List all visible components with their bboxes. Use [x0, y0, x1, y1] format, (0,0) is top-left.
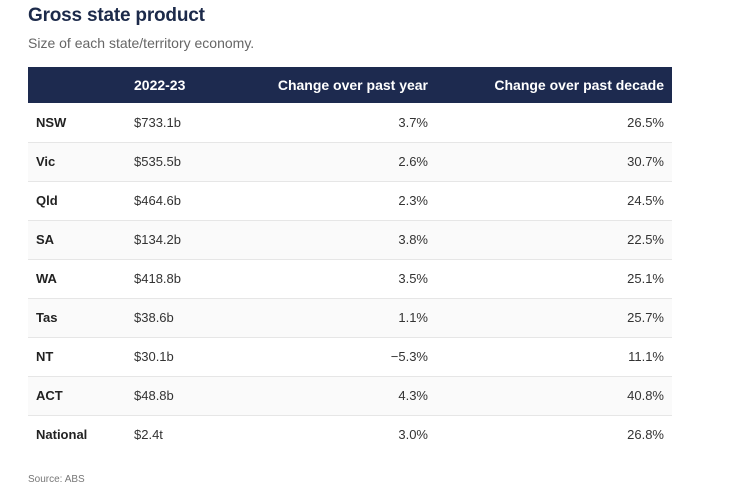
cell-change-past-decade: 26.5%	[627, 114, 664, 130]
cell-state: Tas	[36, 310, 58, 325]
cell-change-past-year: 3.7%	[398, 114, 428, 130]
cell-change-past-decade: 22.5%	[627, 232, 664, 247]
gross-state-product-table: 2022-23 Change over past year Change ove…	[28, 67, 672, 454]
cell-gsp-2022-23: $2.4t	[134, 427, 163, 443]
table-row: Vic $535.5b 2.6% 30.7%	[28, 142, 672, 181]
header-state	[28, 67, 126, 103]
table-row: National $2.4t 3.0% 26.8%	[28, 415, 672, 454]
header-change-past-year: Change over past year	[277, 77, 428, 93]
table-row: ACT $48.8b 4.3% 40.8%	[28, 376, 672, 415]
cell-change-past-year: 3.8%	[398, 232, 428, 247]
table-row: NSW $733.1b 3.7% 26.5%	[28, 103, 672, 142]
cell-gsp-2022-23: $38.6b	[134, 310, 174, 325]
cell-gsp-2022-23: $30.1b	[134, 349, 174, 364]
table-row: Qld $464.6b 2.3% 24.5%	[28, 181, 672, 220]
cell-state: National	[36, 427, 88, 443]
cell-change-past-decade: 24.5%	[627, 193, 664, 208]
cell-state: NT	[36, 349, 54, 364]
header-change-past-decade: Change over past decade	[494, 77, 664, 93]
cell-change-past-year: 1.1%	[398, 310, 428, 325]
cell-state: WA	[36, 271, 57, 286]
cell-change-past-year: 3.5%	[398, 271, 428, 286]
table-body: NSW $733.1b 3.7% 26.5% Vic $535.5b 2.6% 30.7% Ql…	[28, 103, 672, 454]
cell-change-past-decade: 25.1%	[627, 271, 664, 286]
cell-change-past-year: 4.3%	[398, 388, 428, 403]
cell-gsp-2022-23: $535.5b	[134, 154, 181, 169]
chart-title: Gross state product	[28, 5, 205, 26]
cell-change-past-decade: 25.7%	[627, 310, 664, 325]
cell-gsp-2022-23: $464.6b	[134, 193, 181, 208]
cell-change-past-decade: 30.7%	[627, 154, 664, 169]
table-header-row: 2022-23 Change over past year Change ove…	[28, 67, 672, 103]
cell-gsp-2022-23: $418.8b	[134, 271, 181, 286]
cell-change-past-decade: 40.8%	[627, 388, 664, 403]
cell-gsp-2022-23: $134.2b	[134, 232, 181, 247]
chart-subtitle: Size of each state/territory economy.	[28, 35, 255, 51]
cell-change-past-decade: 11.1%	[628, 349, 664, 364]
cell-change-past-year: −5.3%	[390, 349, 428, 364]
cell-state: SA	[36, 232, 55, 247]
cell-change-past-decade: 26.8%	[627, 427, 664, 443]
cell-change-past-year: 2.6%	[398, 154, 428, 169]
table-row: Tas $38.6b 1.1% 25.7%	[28, 298, 672, 337]
table-row: NT $30.1b −5.3% 11.1%	[28, 337, 672, 376]
cell-gsp-2022-23: $733.1b	[134, 114, 181, 130]
table-row: WA $418.8b 3.5% 25.1%	[28, 259, 672, 298]
source-note: Source: ABS	[28, 474, 85, 485]
cell-change-past-year: 2.3%	[398, 193, 428, 208]
cell-state: ACT	[36, 388, 63, 403]
table-row: SA $134.2b 3.8% 22.5%	[28, 220, 672, 259]
cell-gsp-2022-23: $48.8b	[134, 388, 174, 403]
cell-state: Vic	[36, 154, 56, 169]
header-2022-23: 2022-23	[134, 77, 186, 93]
cell-change-past-year: 3.0%	[398, 427, 428, 443]
cell-state: NSW	[36, 114, 67, 130]
cell-state: Qld	[36, 193, 58, 208]
